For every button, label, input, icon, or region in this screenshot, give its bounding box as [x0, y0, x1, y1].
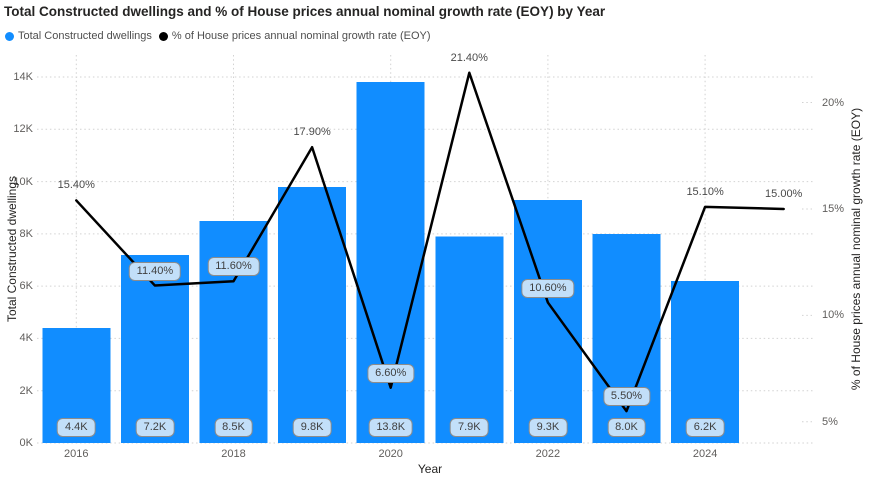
- right-axis-tick-label: 15%: [822, 202, 845, 215]
- bar-2024[interactable]: [671, 280, 740, 443]
- bar-data-label: 6.2K: [685, 418, 725, 437]
- line-data-label: 11.60%: [207, 257, 260, 277]
- bar-data-label: 8.0K: [607, 418, 646, 437]
- left-axis-tick-label: 10K: [13, 175, 33, 188]
- bar-2022[interactable]: [513, 199, 582, 443]
- line-data-label: 10.60%: [521, 278, 575, 298]
- x-axis-tick-label: 2020: [378, 448, 403, 460]
- x-axis-tick-label: 2022: [535, 448, 561, 460]
- legend-item-label: Total Constructed dwellings: [18, 30, 152, 42]
- left-axis-tick-label: 8K: [19, 227, 33, 240]
- bar-2018[interactable]: [199, 220, 268, 443]
- line-data-label: 17.90%: [293, 126, 331, 139]
- bar-2021[interactable]: [435, 236, 504, 443]
- line-data-label: 5.50%: [602, 387, 651, 407]
- left-axis-tick-label: 12K: [13, 123, 33, 136]
- bar-data-label: 8.5K: [214, 418, 253, 437]
- bar-data-label: 4.4K: [56, 418, 96, 437]
- line-data-label: 11.40%: [128, 261, 182, 281]
- legend-dot-icon: [158, 31, 168, 41]
- legend-item-bars[interactable]: Total Constructed dwellings: [5, 30, 152, 42]
- right-axis-tick-label: 5%: [822, 415, 838, 428]
- legend-item-line[interactable]: % of House prices annual nominal growth …: [158, 30, 431, 42]
- chart-title: Total Constructed dwellings and % of Hou…: [4, 4, 606, 19]
- x-axis-tick-label: 2018: [221, 448, 246, 460]
- right-axis-tick-label: 20%: [822, 96, 845, 109]
- x-axis-tick-label: 2016: [64, 448, 89, 460]
- left-axis-title: Total Constructed dwellings: [5, 175, 19, 323]
- left-axis-tick-label: 6K: [19, 280, 33, 293]
- left-axis-tick-label: 0K: [19, 437, 33, 449]
- left-axis-tick-label: 2K: [19, 384, 33, 397]
- line-data-label: 6.60%: [367, 363, 415, 383]
- bar-data-label: 13.8K: [368, 418, 414, 437]
- legend-item-label: % of House prices annual nominal growth …: [171, 30, 431, 42]
- line-data-label: 15.40%: [57, 179, 95, 192]
- left-axis-tick-label: 4K: [19, 332, 33, 345]
- legend-dot-icon: [5, 31, 14, 41]
- left-axis-tick-label: 14K: [13, 71, 33, 83]
- line-data-label: 15.00%: [765, 187, 803, 200]
- line-data-label: 15.10%: [686, 185, 724, 198]
- bar-data-label: 9.3K: [528, 418, 568, 437]
- x-axis-title: Year: [417, 462, 443, 476]
- bar-data-label: 7.9K: [449, 418, 489, 437]
- bar-data-label: 9.8K: [292, 418, 332, 437]
- right-axis-title: % of House prices annual nominal growth …: [849, 107, 863, 391]
- bar-data-label: 7.2K: [135, 418, 175, 437]
- bar-2019[interactable]: [278, 186, 347, 444]
- x-axis-tick-label: 2024: [692, 448, 718, 460]
- line-series[interactable]: [75, 71, 785, 413]
- legend: Total Constructed dwellings % of House pr…: [5, 30, 438, 42]
- line-data-label: 21.40%: [450, 51, 488, 64]
- right-axis-tick-label: 10%: [822, 309, 845, 322]
